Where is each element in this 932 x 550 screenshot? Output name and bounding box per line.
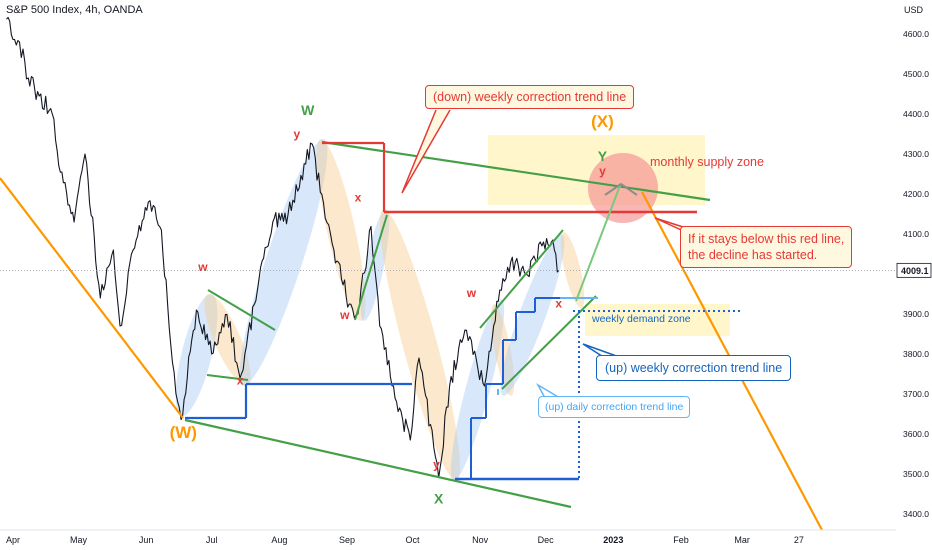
price-line <box>6 16 560 479</box>
green-lower-wedge <box>501 295 597 390</box>
y-tick-label: 4100.0 <box>903 229 929 239</box>
x-tick-label: May <box>70 535 88 545</box>
x-tick-label: Apr <box>6 535 20 545</box>
wave-label: (X) <box>591 112 614 131</box>
y-tick-label: 3700.0 <box>903 389 929 399</box>
y-tick-label: 3800.0 <box>903 349 929 359</box>
x-tick-label: Sep <box>339 535 355 545</box>
wave-ellipse-up <box>500 234 565 396</box>
up-daily-pointer <box>536 382 561 399</box>
price-layer <box>6 16 560 479</box>
x-tick-label: 27 <box>794 535 804 545</box>
x-tick-label: Nov <box>472 535 489 545</box>
wave-label: w <box>339 308 350 322</box>
green-x-trend <box>354 214 388 321</box>
orange-trendline-left <box>0 177 184 419</box>
x-tick-label: Dec <box>538 535 555 545</box>
y-tick-label: 4400.0 <box>903 109 929 119</box>
green-w-base <box>206 374 249 381</box>
monthly-supply-note: monthly supply zone <box>650 155 764 169</box>
wave-labels-layer: (W) (X) W X Yw x y x w y w x y <box>170 102 614 507</box>
x-tick-label: Jun <box>139 535 154 545</box>
x-tick-label: Mar <box>734 535 750 545</box>
wave-label: w <box>197 260 208 274</box>
wave-ellipse-down <box>560 232 585 308</box>
up-daily-note: (up) daily correction trend line <box>538 396 691 418</box>
wave-ellipse-down <box>379 209 461 481</box>
wave-label: x <box>355 191 362 205</box>
x-tick-label: Feb <box>673 535 689 545</box>
wave-label: Y <box>598 148 608 164</box>
down-note-pointer <box>401 109 451 194</box>
green-upper-wedge <box>479 229 564 329</box>
y-tick-label: 4600.0 <box>903 29 929 39</box>
wave-ellipses-layer <box>175 139 585 481</box>
wave-ellipse-up <box>450 299 505 481</box>
green-lower-channel <box>184 418 572 509</box>
y-marker-arrow <box>604 183 622 196</box>
y-tick-label: 3400.0 <box>903 509 929 519</box>
wave-label: x <box>237 373 244 387</box>
y-tick-label: 4200.0 <box>903 189 929 199</box>
wave-label: W <box>301 102 315 118</box>
green-projection <box>575 182 622 302</box>
wave-label: X <box>434 491 444 507</box>
y-tick-label: 4500.0 <box>903 69 929 79</box>
weekly-demand-zone <box>585 304 730 336</box>
weekly-demand-note: weekly demand zone <box>592 313 691 325</box>
last-price-label: 4009.1 <box>901 266 929 276</box>
down-trend-note: (down) weekly correction trend line <box>425 85 635 109</box>
wave-label: y <box>293 127 300 141</box>
x-tick-label: 2023 <box>603 535 623 545</box>
y-tick-label: 3900.0 <box>903 309 929 319</box>
wave-label: x <box>555 297 562 311</box>
last-price-tag <box>896 262 932 278</box>
green-w-trend <box>207 289 276 331</box>
x-tick-label: Aug <box>271 535 287 545</box>
red-line-note: If it stays below this red line, the dec… <box>680 226 853 268</box>
up-weekly-note: (up) weekly correction trend line <box>596 355 792 381</box>
wave-label: y <box>433 457 440 471</box>
wave-ellipse-up <box>239 139 328 386</box>
wave-ellipse-down <box>316 139 366 321</box>
currency-label: USD <box>904 5 924 15</box>
y-tick-label: 3600.0 <box>903 429 929 439</box>
y-tick-label: 3500.0 <box>903 469 929 479</box>
x-tick-label: Oct <box>405 535 420 545</box>
y-marker-arrow <box>620 183 638 196</box>
chart-title: S&P 500 Index, 4h, OANDA <box>6 4 143 16</box>
y-tick-label: 4300.0 <box>903 149 929 159</box>
wave-label: y <box>599 164 606 178</box>
wave-ellipse-up <box>360 209 390 321</box>
x-tick-label: Jul <box>206 535 218 545</box>
wave-label: w <box>466 286 477 300</box>
up-weekly-pointer <box>582 343 623 359</box>
green-upper-trendline <box>321 140 711 202</box>
wave-ellipse-down <box>204 294 251 386</box>
wave-label: (W) <box>170 423 197 442</box>
